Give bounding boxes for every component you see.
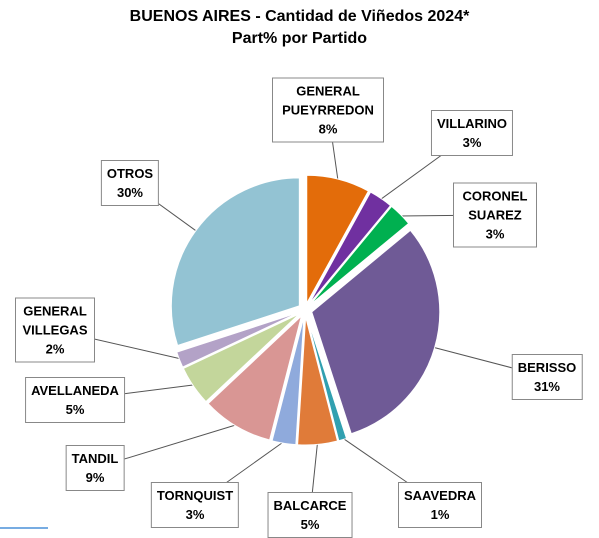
value-label: 3% [462, 135, 482, 150]
pie-slice [306, 174, 370, 304]
data-label: GENERAL VILLEGAS 2% [15, 297, 95, 363]
category-label: TORNQUIST [156, 488, 234, 503]
value-label: 3% [185, 507, 205, 522]
value-label: 8% [318, 121, 338, 137]
category-label: BALCARCE [273, 498, 347, 513]
data-label: CORONEL SUAREZ 3% [453, 182, 537, 248]
data-label: AVELLANEDA 5% [25, 377, 125, 423]
category-label: BERISSO [517, 360, 577, 375]
pie-slice [297, 316, 339, 446]
data-label: BALCARCE 5% [267, 492, 353, 538]
pie-slice [170, 177, 300, 347]
pie-slice [309, 205, 410, 306]
pie-slice [182, 313, 300, 403]
value-label: 31% [533, 379, 561, 394]
pie-slice [311, 229, 441, 435]
pie-slice [176, 312, 299, 368]
pie-slice [306, 316, 348, 442]
category-label: CORONEL SUAREZ [462, 188, 528, 223]
value-label: 5% [65, 402, 85, 417]
category-label: VILLARINO [436, 116, 508, 131]
chart-title: BUENOS AIRES - Cantidad de Viñedos 2024* [129, 8, 470, 25]
value-label: 3% [485, 226, 505, 242]
category-label: SAAVEDRA [404, 488, 476, 503]
category-label: GENERAL PUEYRREDON [282, 83, 374, 118]
value-label: 9% [85, 470, 105, 485]
pie-slice [207, 314, 303, 441]
category-label: TANDIL [71, 451, 119, 466]
data-label: VILLARINO 3% [430, 110, 514, 156]
pie-slice [271, 316, 305, 446]
data-label: SAAVEDRA 1% [398, 482, 482, 528]
data-label: GENERAL PUEYRREDON 8% [272, 77, 384, 143]
data-label: TORNQUIST 3% [150, 482, 240, 528]
data-label: OTROS 30% [100, 160, 160, 206]
data-label: BERISSO 31% [511, 354, 583, 400]
pie-slice [308, 191, 392, 305]
category-label: OTROS [106, 166, 154, 181]
value-label: 2% [45, 341, 65, 357]
value-label: 5% [300, 517, 320, 532]
data-label: TANDIL 9% [65, 445, 125, 491]
category-label: GENERAL VILLEGAS [22, 303, 88, 338]
category-label: AVELLANEDA [31, 383, 119, 398]
chart-subtitle: Part% por Partido [231, 30, 368, 47]
value-label: 1% [430, 507, 450, 522]
value-label: 30% [116, 185, 144, 200]
